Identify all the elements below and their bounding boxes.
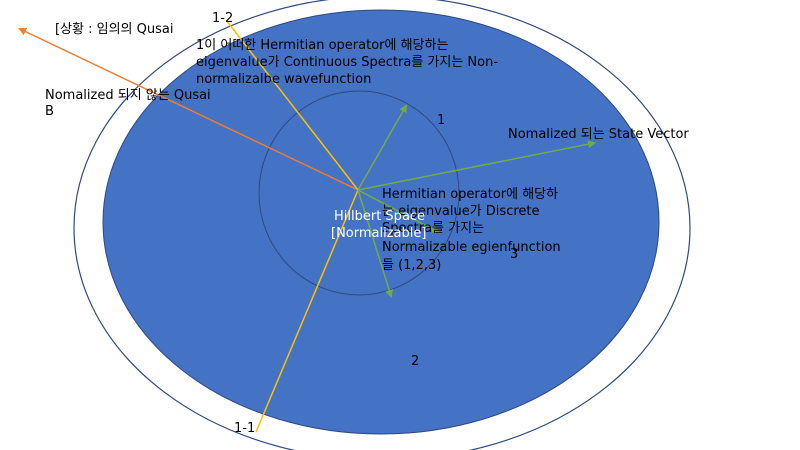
continuous-label-line1: 1이 어떠한 Hermitian operator에 해당하는 xyxy=(196,38,449,53)
blue-ellipse xyxy=(102,9,660,435)
non-normalized-label-line1: Nomalized 되지 않는 Qusai xyxy=(45,88,211,103)
discrete-label-line1: Hermitian operator에 해당하 xyxy=(382,187,559,202)
discrete-label-line5: 들 (1,2,3) xyxy=(382,258,442,273)
continuous-line-1-2 xyxy=(225,19,359,191)
normalized-state-arrow xyxy=(357,140,596,191)
label-2: 2 xyxy=(411,354,420,369)
eigenfunction-arrow-2 xyxy=(357,189,394,298)
non-normalized-arrow xyxy=(18,27,359,191)
continuous-label-line3: normalizalbe wavefunction xyxy=(196,72,372,87)
hilbert-space-label-line1: Hillbert Space xyxy=(334,209,426,224)
hilbert-space-circle xyxy=(258,90,460,296)
label-1: 1 xyxy=(437,113,446,128)
label-1-2: 1-2 xyxy=(212,11,234,26)
discrete-label-line3: Spectra를 가지는 xyxy=(382,221,485,236)
non-normalized-label-line2: B xyxy=(45,104,54,119)
eigenfunction-arrow-3 xyxy=(357,189,440,233)
eigenfunction-arrow-1 xyxy=(357,104,407,191)
discrete-label-line2: 는 eigenvalue가 Discrete xyxy=(382,204,540,219)
hilbert-space-label-line2: [Normalizable] xyxy=(331,226,427,241)
continuous-line-1-1 xyxy=(255,189,359,433)
label-3: 3 xyxy=(510,247,519,262)
continuous-label-line2: eigenvalue가 Continuous Spectra를 가지는 Non- xyxy=(196,55,499,70)
label-1-1: 1-1 xyxy=(234,421,256,436)
discrete-label-line4: Normalizable egienfunction xyxy=(382,240,561,255)
situation-label: [상황 : 임의의 Qusai xyxy=(55,22,174,37)
normalized-state-label: Nomalized 되는 State Vector xyxy=(508,127,689,142)
